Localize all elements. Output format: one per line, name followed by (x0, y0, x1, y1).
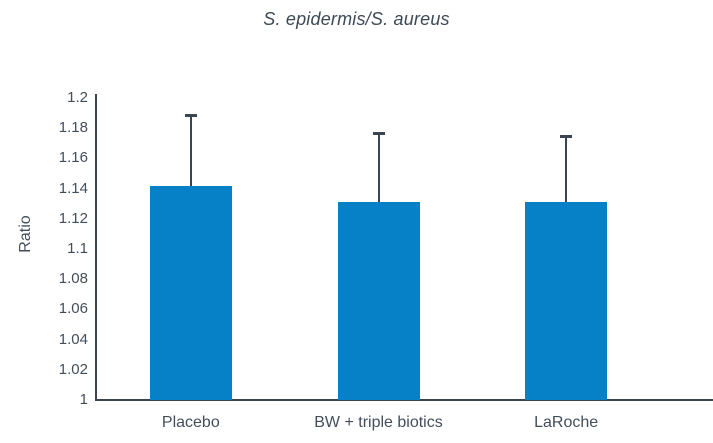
x-axis-line (95, 399, 713, 401)
chart-title: S. epidermis/S. aureus (263, 9, 450, 29)
y-tick-label: 1.06 (58, 300, 88, 318)
bar-placebo (149, 185, 232, 400)
x-tick-label: LaRoche (534, 414, 599, 431)
y-tick-label: 1.08 (58, 270, 88, 288)
error-bar-cap (184, 113, 197, 117)
error-bar-cap (560, 134, 573, 138)
y-tick-label: 1.1 (67, 240, 88, 257)
bar-laroche (525, 202, 608, 400)
y-tick-label: 1.12 (58, 209, 88, 227)
y-tick-label: 1.14 (58, 179, 88, 197)
error-bar-line (377, 132, 380, 203)
y-tick-label: 1.16 (58, 149, 88, 167)
y-tick-label: 1.04 (58, 330, 88, 348)
bar-bw-triple-biotics (337, 202, 420, 400)
x-tick-label: BW + triple biotics (314, 414, 443, 431)
error-bar-line (565, 135, 568, 203)
y-tick-label: 1.18 (58, 119, 88, 137)
y-tick-label: 1.2 (67, 89, 88, 106)
error-bar-cap (372, 131, 385, 135)
y-axis-line (95, 94, 97, 401)
y-tick-label: 1 (79, 391, 88, 408)
x-tick-label: Placebo (161, 414, 220, 431)
error-bar-line (189, 114, 192, 186)
y-tick-label: 1.02 (58, 360, 88, 378)
